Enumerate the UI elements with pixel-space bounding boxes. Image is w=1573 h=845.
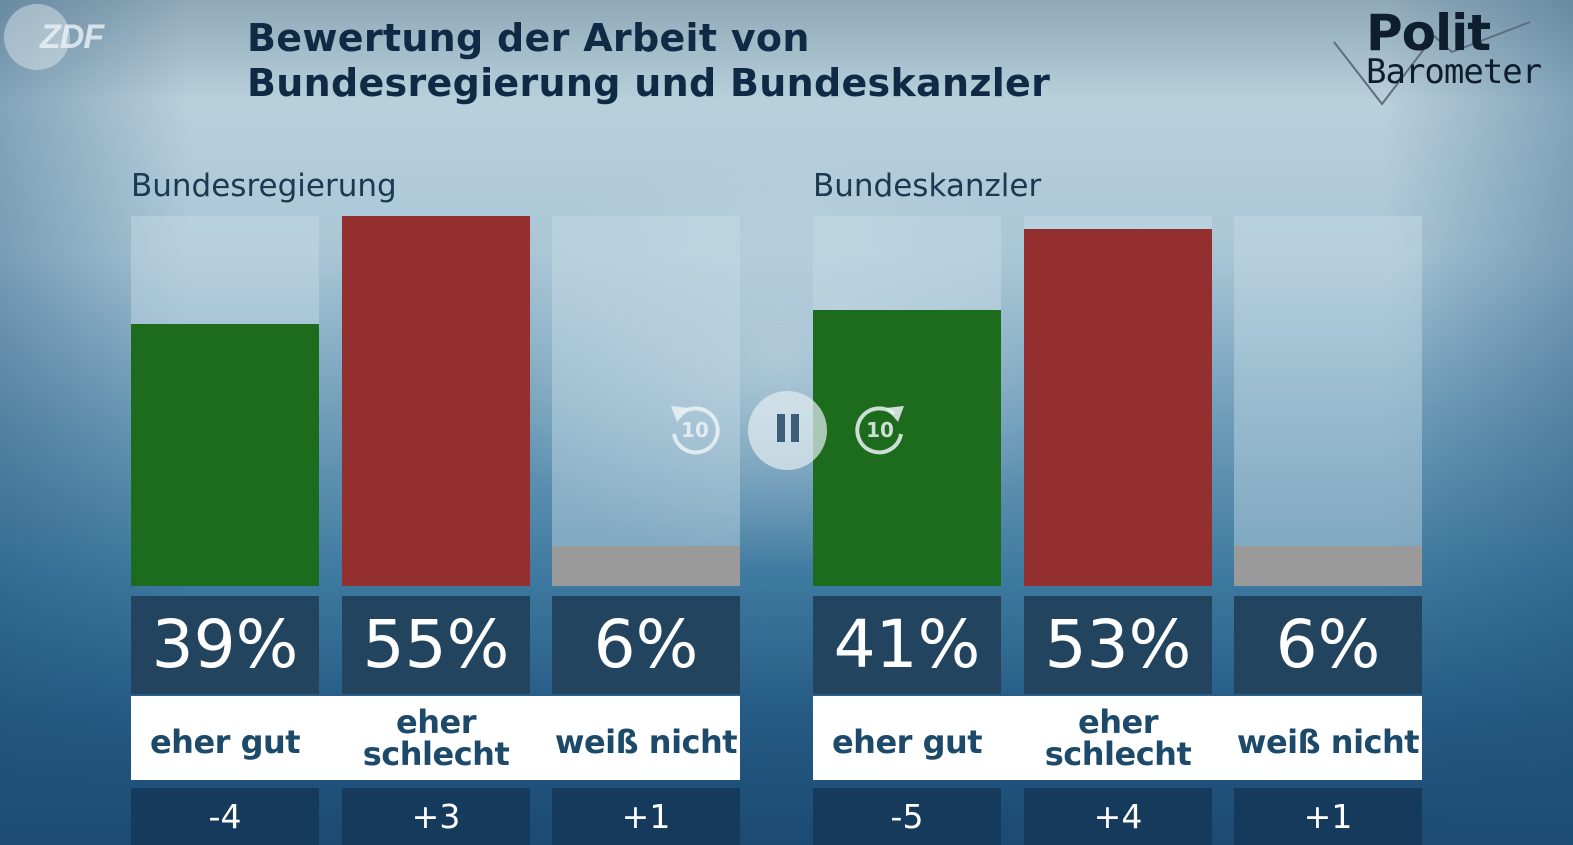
value-label-weiss-nicht: 6%: [552, 596, 740, 694]
forward-10-button[interactable]: 10: [850, 400, 910, 460]
rewind-label: 10: [681, 418, 709, 442]
zdf-logo-circle: [4, 4, 70, 70]
category-label-eher-gut: eher gut: [802, 696, 1012, 780]
bar-track-weiss-nicht: [552, 216, 740, 586]
category-label-line: weiß nicht: [1236, 723, 1420, 761]
change-label-eher-gut: -5: [813, 788, 1001, 845]
bar-eher-gut: [131, 324, 319, 586]
change-label-eher-schlecht: +4: [1024, 788, 1212, 845]
title-line-1: Bewertung der Arbeit von: [247, 16, 810, 60]
value-label-eher-schlecht: 55%: [342, 596, 530, 694]
pause-icon: [774, 414, 802, 447]
bar-weiss-nicht: [552, 546, 740, 586]
bar-weiss-nicht: [1234, 546, 1422, 586]
forward-10-icon: [855, 406, 904, 455]
bar-track-weiss-nicht: [1234, 216, 1422, 586]
forward-label: 10: [866, 418, 894, 442]
bar-eher-gut: [813, 310, 1001, 586]
category-label-strip: [813, 696, 1422, 780]
value-label-eher-gut: 41%: [813, 596, 1001, 694]
category-label-line: eher gut: [149, 723, 301, 761]
zdf-logo: ZDF: [40, 18, 104, 56]
rewind-10-icon: [671, 406, 720, 455]
category-label-line: weiß nicht: [554, 723, 738, 761]
brand-barometer: Barometer: [1366, 52, 1542, 92]
category-label-strip: [131, 696, 740, 780]
change-label-eher-gut: -4: [131, 788, 319, 845]
category-label-line: eher gut: [831, 723, 983, 761]
category-label-weiss-nicht: weiß nicht: [1223, 696, 1433, 780]
change-label-weiss-nicht: +1: [552, 788, 740, 845]
bar-eher-schlecht: [1024, 229, 1212, 586]
category-label-line: eher: [396, 703, 476, 741]
brand-polit: Polit: [1366, 4, 1491, 62]
category-label-eher-schlecht: eher schlecht: [1013, 696, 1223, 780]
value-label-weiss-nicht: 6%: [1234, 596, 1422, 694]
pause-button[interactable]: [748, 391, 827, 470]
rewind-10-button[interactable]: 10: [665, 400, 725, 460]
category-label-eher-gut: eher gut: [120, 696, 330, 780]
category-label-line: schlecht: [362, 735, 510, 773]
category-label-line: eher: [1078, 703, 1158, 741]
title-line-2: Bundesregierung und Bundeskanzler: [247, 61, 1051, 105]
panel-title-bundesregierung: Bundesregierung: [131, 168, 397, 204]
value-label-eher-schlecht: 53%: [1024, 596, 1212, 694]
category-label-line: schlecht: [1044, 735, 1192, 773]
category-label-eher-schlecht: eher schlecht: [331, 696, 541, 780]
politbarometer-check-icon: [1333, 21, 1531, 106]
bar-eher-schlecht: [342, 216, 530, 586]
chart-title: Bewertung der Arbeit von Bundesregierung…: [247, 16, 1050, 106]
change-label-eher-schlecht: +3: [342, 788, 530, 845]
value-label-eher-gut: 39%: [131, 596, 319, 694]
panel-title-bundeskanzler: Bundeskanzler: [813, 168, 1042, 204]
change-label-weiss-nicht: +1: [1234, 788, 1422, 845]
category-label-weiss-nicht: weiß nicht: [541, 696, 751, 780]
